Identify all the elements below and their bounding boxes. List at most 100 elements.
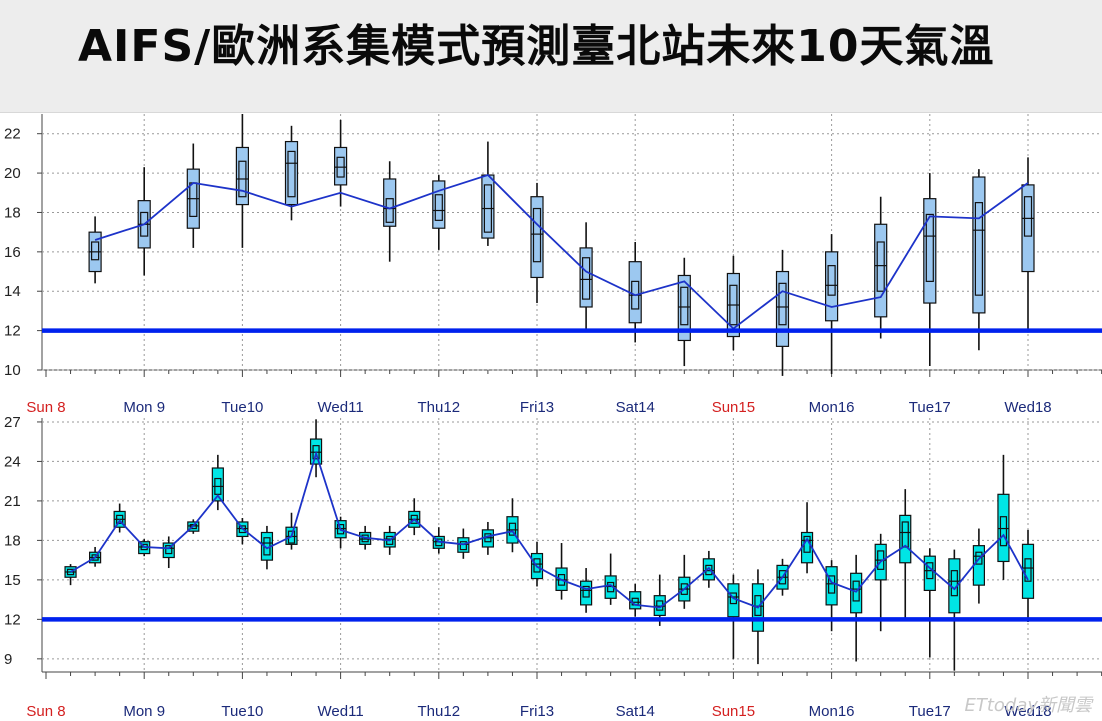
bottom-box-14 (408, 498, 421, 536)
top-box-12 (677, 257, 691, 367)
bottom-box-34 (899, 489, 912, 619)
top-box-17 (923, 173, 937, 367)
top-box-inner (1023, 196, 1033, 237)
bottom-x-tick-label: Sun15 (712, 703, 755, 720)
bottom-box-inner (999, 516, 1008, 547)
top-y-tick-label: 16 (4, 244, 21, 261)
top-box-16 (874, 196, 888, 339)
top-y-tick-label: 14 (4, 283, 21, 300)
top-box-0 (88, 216, 102, 284)
bottom-box-28 (751, 569, 765, 665)
top-box-inner (925, 213, 934, 282)
bottom-x-tick-label: Mon 9 (123, 703, 165, 720)
top-x-tick-label: Wed11 (318, 399, 364, 416)
bottom-y-tick-label: 27 (4, 414, 21, 431)
top-box-inner (827, 265, 836, 296)
bottom-mean-line (70, 450, 1029, 609)
top-box-14 (775, 249, 790, 376)
bottom-box-33 (874, 533, 887, 632)
bottom-box-2 (113, 503, 126, 533)
top-box-inner (434, 194, 443, 221)
top-x-tick-label: Wed18 (1004, 399, 1051, 416)
top-box-6 (383, 161, 397, 262)
top-box-9 (530, 182, 544, 304)
bottom-box-21 (579, 568, 593, 613)
top-box-inner (876, 241, 885, 292)
top-y-tick-label: 10 (4, 362, 21, 379)
bottom-box-inner (508, 522, 517, 536)
top-box-inner (385, 198, 394, 223)
top-box-inner (974, 202, 984, 296)
title-bar: AIFS/歐洲系集模式預測臺北站未來10天氣溫 (0, 0, 1102, 113)
top-box-inner (532, 207, 542, 263)
bottom-box-4 (162, 536, 175, 569)
top-panel: 10 12 14 16 18 20 22 Sun 8 Mon 9 Tue10 Wed11 Thu12 F… (4, 114, 1102, 416)
bottom-box-27 (727, 574, 740, 659)
bottom-box-23 (629, 583, 642, 617)
bottom-box-38 (997, 454, 1010, 580)
top-box-15 (824, 234, 839, 374)
watermark-logo: ETtoday新聞雲 (964, 695, 1092, 716)
top-x-tick-label: Fri13 (520, 399, 554, 416)
top-x-tick-label: Mon16 (809, 399, 855, 416)
bottom-box-inner (165, 545, 173, 555)
top-box-8 (481, 141, 495, 246)
top-y-tick-label: 22 (4, 126, 21, 143)
top-box-19 (1021, 157, 1035, 333)
bottom-x-tick-label: Sun 8 (26, 703, 65, 720)
bottom-box-9 (285, 512, 298, 550)
bottom-panel: 9 12 15 18 21 24 27 Sun 8 Mon 9 Tue10 Wed11 Thu12 Fr… (4, 414, 1102, 720)
bottom-y-tick-label: 12 (4, 611, 21, 628)
bottom-box-inner (459, 541, 467, 551)
top-box-5 (334, 119, 348, 207)
bottom-box-11 (334, 516, 347, 549)
top-box-18 (972, 169, 986, 351)
bottom-x-tick-label: Sat14 (616, 703, 655, 720)
bottom-box-25 (678, 554, 691, 609)
bottom-box-39 (1021, 529, 1035, 622)
bottom-x-tick-label: Tue10 (221, 703, 263, 720)
bottom-box-inner (950, 570, 958, 597)
bottom-y-tick-label: 24 (4, 453, 21, 470)
bottom-box-outer (972, 545, 986, 586)
top-mean-line (94, 173, 1029, 330)
top-x-tick-label: Tue17 (909, 399, 951, 416)
bottom-y-tick-label: 15 (4, 572, 21, 589)
bottom-box-15 (432, 527, 445, 554)
bottom-box-37 (972, 528, 986, 604)
bottom-box-inner (901, 521, 909, 548)
top-x-tick-label: Sat14 (616, 399, 655, 416)
bottom-x-tick-label: Thu12 (418, 703, 461, 720)
top-y-tick-label: 20 (4, 165, 21, 182)
forecast-chart: 10 12 14 16 18 20 22 Sun 8 Mon 9 Tue10 Wed11 Thu12 F… (4, 114, 1102, 720)
bottom-box-inner (582, 585, 590, 598)
top-box-inner (581, 257, 591, 300)
top-x-tick-label: Mon 9 (123, 399, 165, 416)
page-title: AIFS/歐洲系集模式預測臺北站未來10天氣溫 (78, 21, 995, 72)
top-box-13 (726, 255, 741, 351)
top-box-inner (189, 182, 198, 218)
bottom-x-tick-label: Wed18 (1004, 703, 1051, 720)
bottom-x-tick-label: Mon16 (809, 703, 855, 720)
bottom-y-tick-label: 21 (4, 493, 21, 510)
top-x-tick-label: Sun15 (712, 399, 755, 416)
bottom-box-36 (948, 549, 961, 671)
top-box-inner (778, 282, 787, 326)
top-y-tick-label: 18 (4, 204, 21, 221)
top-box-2 (186, 143, 200, 248)
top-box-7 (432, 175, 446, 250)
bottom-x-tick-label: Wed11 (318, 703, 364, 720)
top-x-tick-label: Thu12 (418, 399, 461, 416)
bottom-box-22 (604, 553, 617, 605)
top-box-10 (579, 222, 593, 329)
bottom-box-18 (506, 498, 519, 553)
bottom-x-tick-label: Tue17 (909, 703, 951, 720)
bottom-x-tick-label: Fri13 (520, 703, 554, 720)
bottom-box-0 (64, 564, 77, 586)
top-x-tick-label: Sun 8 (26, 399, 65, 416)
top-box-4 (284, 125, 299, 221)
bottom-box-inner (1024, 558, 1032, 582)
bottom-box-32 (850, 554, 863, 662)
top-box-inner (287, 150, 296, 198)
top-y-tick-label: 12 (4, 323, 21, 340)
